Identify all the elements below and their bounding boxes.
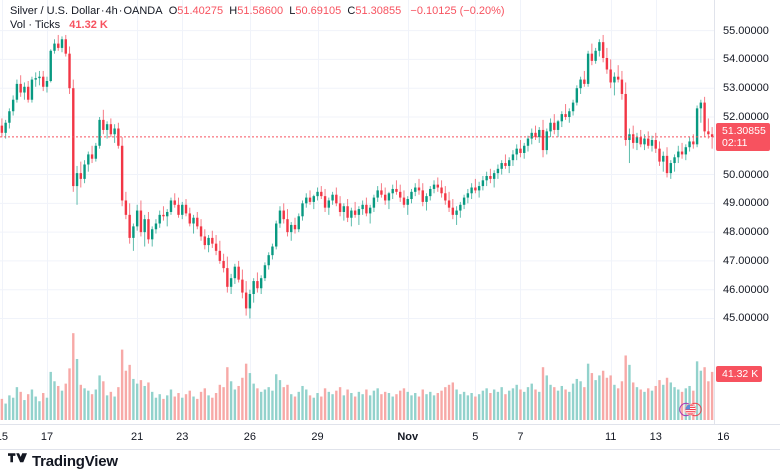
time-axis[interactable]: 151721232629Nov571113161921	[0, 424, 780, 450]
price-tick-label: 55.00000	[723, 24, 769, 37]
last-price-value: 51.30855	[722, 124, 766, 137]
price-tick-label: 49.00000	[723, 197, 769, 210]
chart-area[interactable]	[0, 0, 714, 424]
price-tick-label: 52.00000	[723, 110, 769, 123]
last-price-badge[interactable]: 51.30855 02:11	[716, 122, 770, 151]
time-tick-label: 5	[472, 431, 479, 443]
low-value: 50.69105	[295, 5, 342, 17]
time-tick-label: 15	[0, 431, 8, 443]
tradingview-brand[interactable]: TradingView	[8, 452, 118, 470]
bar-countdown: 02:11	[722, 136, 748, 149]
legend-separator-2: ·	[118, 5, 123, 17]
time-tick-label: 23	[176, 431, 189, 443]
legend-volume-row: Vol · Ticks 41.32 K	[10, 18, 505, 32]
price-tick-label: 47.00000	[723, 254, 769, 267]
exchange-label[interactable]: OANDA	[123, 5, 163, 17]
tradingview-logo-icon	[8, 452, 27, 470]
time-tick-label: 7	[517, 431, 524, 443]
price-axis[interactable]: 55.00000 54.00000 53.00000 52.00000 50.00000…	[714, 0, 780, 424]
plot-svg	[0, 0, 714, 420]
open-value: 51.40275	[177, 5, 224, 17]
price-tick-label: 54.00000	[723, 53, 769, 66]
time-tick-label: 17	[40, 431, 54, 443]
time-tick-label: 29	[311, 431, 324, 443]
legend-main-row: Silver / U.S. Dollar·4h·OANDA O51.40275 …	[10, 4, 505, 18]
time-tick-label: 16	[717, 431, 730, 443]
horizontal-gridlines	[0, 30, 714, 319]
change-value: −0.10125 (−0.20%)	[410, 5, 505, 17]
open-key: O	[168, 5, 178, 17]
close-key: C	[347, 5, 356, 17]
price-tick-label: 50.00000	[723, 168, 769, 181]
chart-legend: Silver / U.S. Dollar·4h·OANDA O51.40275 …	[10, 4, 505, 32]
time-tick-label: 26	[243, 431, 257, 443]
volume-label[interactable]: Vol · Ticks	[10, 19, 61, 31]
symbol-title[interactable]: Silver / U.S. Dollar	[10, 5, 100, 17]
time-tick-label: 11	[604, 431, 617, 443]
price-tick-label: 46.00000	[723, 283, 769, 296]
close-value: 51.30855	[355, 5, 402, 17]
volume-bars	[0, 333, 714, 420]
candles	[0, 34, 714, 319]
brand-name: TradingView	[32, 452, 118, 470]
time-tick-label: 21	[131, 431, 144, 443]
interval-label[interactable]: 4h	[105, 5, 118, 17]
price-tick-label: 45.00000	[723, 312, 769, 325]
price-tick-label: 53.00000	[723, 82, 769, 95]
time-tick-label: Nov	[397, 431, 419, 443]
vertical-gridlines	[2, 0, 657, 420]
us-flag-badge-icon[interactable]	[676, 401, 706, 418]
volume-badge[interactable]: 41.32 K	[716, 365, 763, 382]
time-tick-label: 13	[649, 431, 662, 443]
low-key: L	[289, 5, 296, 17]
price-tick-label: 48.00000	[723, 226, 769, 239]
volume-value: 41.32 K	[69, 19, 108, 31]
high-key: H	[229, 5, 238, 17]
candlestick-plot[interactable]	[0, 0, 714, 424]
high-value: 51.58600	[237, 5, 284, 17]
legend-separator-1: ·	[100, 5, 105, 17]
